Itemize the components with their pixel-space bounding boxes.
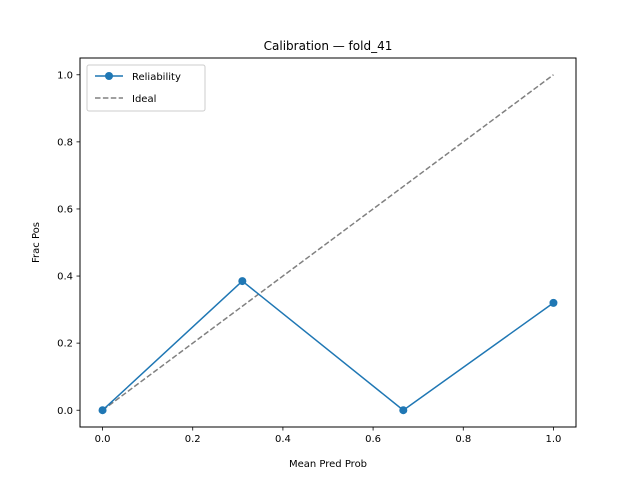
legend-label-ideal: Ideal: [132, 94, 156, 105]
plot-frame: [79, 57, 577, 428]
x-axis-label: Mean Pred Prob: [289, 459, 367, 470]
data-point-reliability-3: [399, 406, 408, 415]
y-tick-label: 0.6: [57, 205, 73, 216]
chart-title: Calibration — fold_41: [264, 39, 393, 53]
x-tick-label: 1.0: [546, 434, 562, 445]
y-tick-label: 0.4: [57, 272, 73, 283]
legend: Reliability Ideal: [86, 64, 206, 112]
x-axis-ticks: 0.0 0.2 0.4 0.6 0.8 1.0: [95, 427, 562, 445]
data-point-reliability-2: [238, 277, 247, 286]
legend-marker-reliability: [105, 72, 113, 80]
x-tick-label: 0.6: [365, 434, 381, 445]
data-point-reliability-1: [98, 406, 107, 415]
series-line-ideal: [102, 74, 554, 411]
y-tick-label: 1.0: [57, 70, 73, 81]
data-point-reliability-4: [549, 298, 558, 307]
y-tick-label: 0.2: [57, 339, 73, 350]
series-line-reliability: [102, 280, 554, 411]
x-tick-label: 0.4: [275, 434, 291, 445]
y-tick-label: 0.0: [57, 406, 73, 417]
x-tick-label: 0.8: [455, 434, 471, 445]
y-axis-ticks: 0.0 0.2 0.4 0.6 0.8 1.0: [57, 70, 80, 417]
y-tick-label: 0.8: [57, 137, 73, 148]
plot-series: [98, 74, 558, 415]
x-tick-label: 0.2: [185, 434, 201, 445]
legend-label-reliability: Reliability: [132, 72, 181, 83]
y-axis-label: Frac Pos: [31, 222, 42, 263]
x-tick-label: 0.0: [95, 434, 111, 445]
